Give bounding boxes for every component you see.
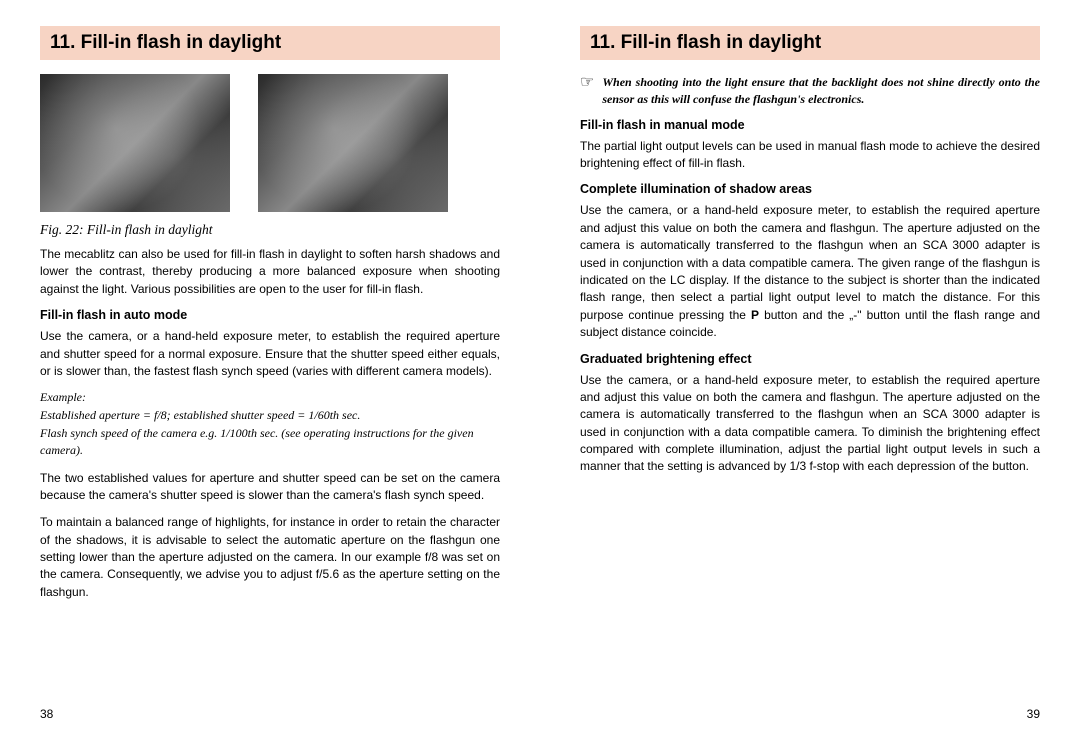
shadow-areas-paragraph: Use the camera, or a hand-held exposure … (580, 202, 1040, 341)
right-page: 11. Fill-in flash in daylight ☞ When sho… (540, 26, 1080, 715)
note-text: When shooting into the light ensure that… (602, 74, 1040, 108)
example-body: Established aperture = f/8; established … (40, 407, 500, 459)
photo-row (40, 74, 500, 212)
paragraph-2: The two established values for aperture … (40, 470, 500, 505)
section-header-left: 11. Fill-in flash in daylight (40, 26, 500, 60)
manual-mode-paragraph: The partial light output levels can be u… (580, 138, 1040, 173)
page-number-right: 39 (1027, 707, 1040, 721)
example-photo-1 (40, 74, 230, 212)
shadow-areas-text-part1: Use the camera, or a hand-held exposure … (580, 203, 1040, 321)
page-number-left: 38 (40, 707, 53, 721)
left-page: 11. Fill-in flash in daylight Fig. 22: F… (0, 26, 540, 715)
example-photo-2 (258, 74, 448, 212)
example-label: Example: (40, 390, 500, 405)
figure-caption: Fig. 22: Fill-in flash in daylight (40, 222, 500, 238)
intro-paragraph: The mecablitz can also be used for fill-… (40, 246, 500, 298)
note-row: ☞ When shooting into the light ensure th… (580, 74, 1040, 108)
graduated-paragraph: Use the camera, or a hand-held exposure … (580, 372, 1040, 476)
pointing-hand-icon: ☞ (580, 75, 594, 91)
section-header-right: 11. Fill-in flash in daylight (580, 26, 1040, 60)
subheading-auto-mode: Fill-in flash in auto mode (40, 308, 500, 322)
subheading-manual-mode: Fill-in flash in manual mode (580, 118, 1040, 132)
paragraph-3: To maintain a balanced range of highligh… (40, 514, 500, 601)
subheading-shadow-areas: Complete illumination of shadow areas (580, 182, 1040, 196)
p-button-ref: P (751, 308, 759, 322)
subheading-graduated: Graduated brightening effect (580, 352, 1040, 366)
auto-mode-paragraph: Use the camera, or a hand-held exposure … (40, 328, 500, 380)
